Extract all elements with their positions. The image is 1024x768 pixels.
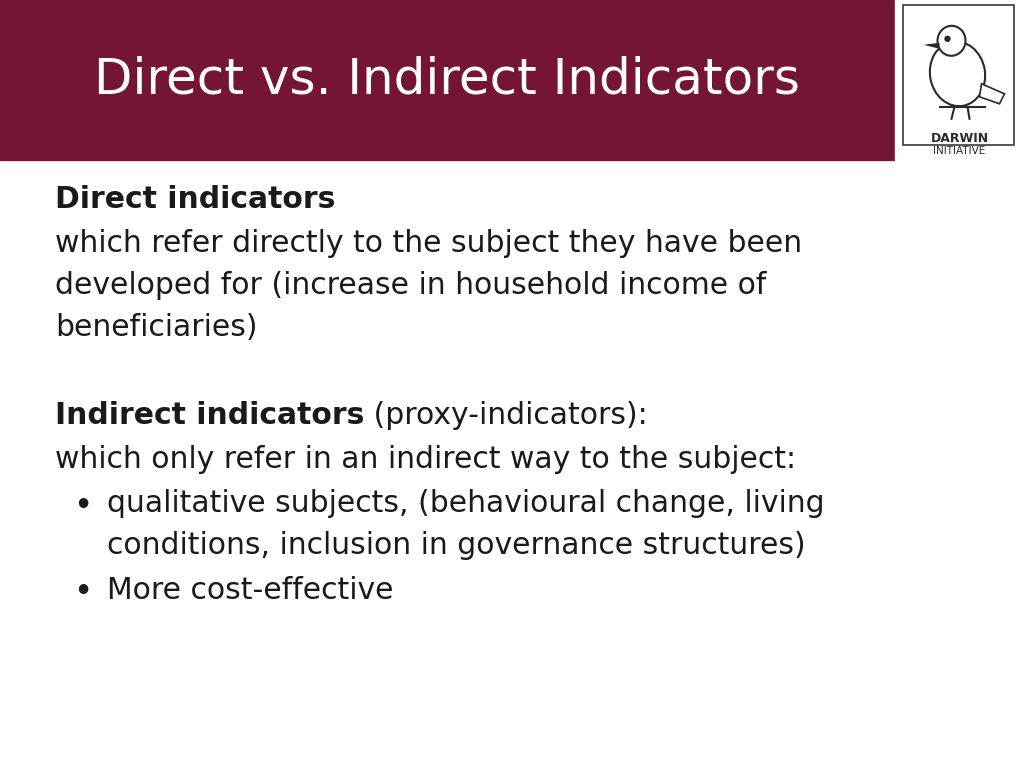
Text: More cost-effective: More cost-effective	[106, 575, 393, 604]
Text: INITIATIVE: INITIATIVE	[933, 146, 986, 156]
Text: beneficiaries): beneficiaries)	[55, 313, 257, 342]
Text: Indirect indicators: Indirect indicators	[55, 402, 365, 430]
Text: DARWIN: DARWIN	[931, 132, 988, 145]
Text: •: •	[73, 489, 92, 522]
Bar	[895, 0, 1024, 160]
Text: •: •	[73, 575, 92, 608]
Polygon shape	[980, 84, 1005, 104]
Text: which refer directly to the subject they have been: which refer directly to the subject they…	[55, 229, 802, 258]
Bar	[0, 0, 895, 160]
Text: (proxy-indicators):: (proxy-indicators):	[365, 402, 648, 430]
Ellipse shape	[930, 41, 985, 106]
Bar	[903, 5, 1014, 145]
Text: Direct vs. Indirect Indicators: Direct vs. Indirect Indicators	[94, 56, 801, 104]
Text: Direct indicators: Direct indicators	[55, 185, 336, 214]
Text: which only refer in an indirect way to the subject:: which only refer in an indirect way to t…	[55, 445, 796, 475]
Polygon shape	[924, 43, 939, 49]
Text: qualitative subjects, (behavioural change, living: qualitative subjects, (behavioural chang…	[106, 489, 824, 518]
Text: developed for (increase in household income of: developed for (increase in household inc…	[55, 271, 766, 300]
Text: conditions, inclusion in governance structures): conditions, inclusion in governance stru…	[106, 531, 806, 561]
Circle shape	[945, 36, 950, 41]
Ellipse shape	[938, 26, 966, 56]
